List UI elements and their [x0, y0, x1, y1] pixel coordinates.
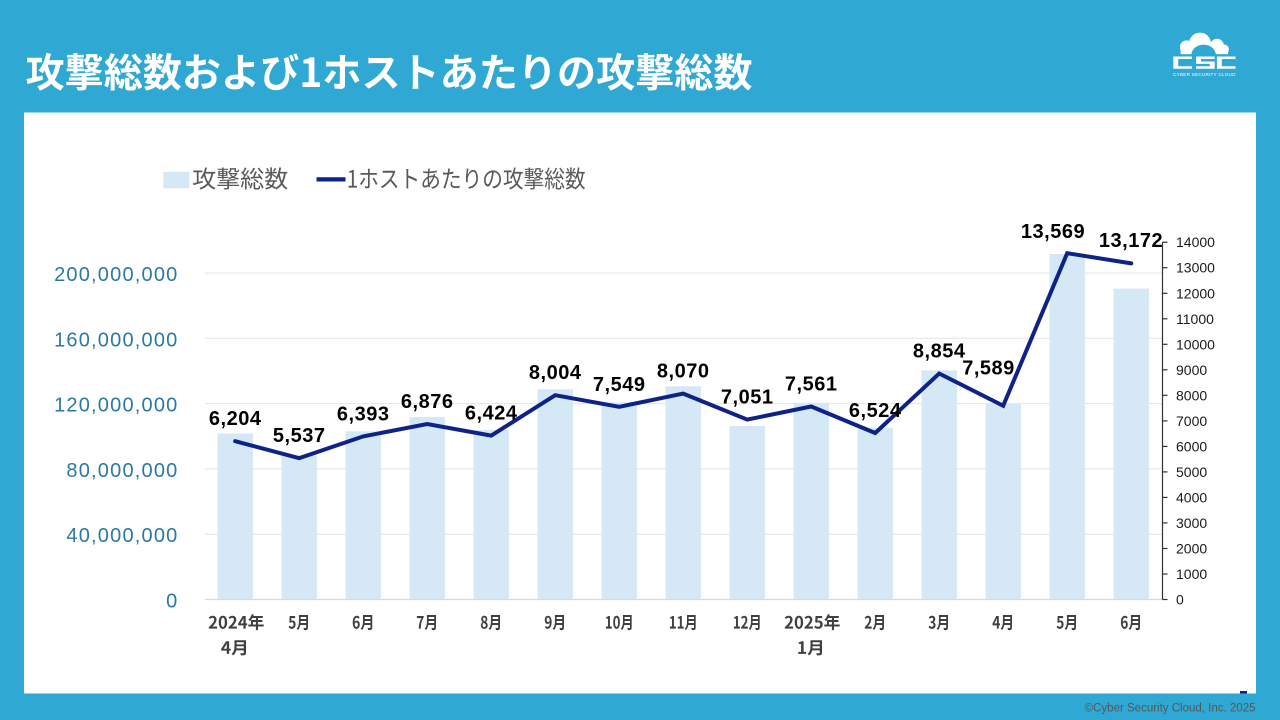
- svg-text:6,424: 6,424: [465, 403, 518, 425]
- svg-text:8,070: 8,070: [657, 361, 710, 383]
- svg-text:13000: 13000: [1176, 260, 1215, 276]
- svg-text:7,589: 7,589: [962, 358, 1015, 380]
- svg-text:5,537: 5,537: [273, 425, 326, 447]
- svg-text:9000: 9000: [1176, 362, 1207, 378]
- svg-text:8,004: 8,004: [529, 362, 582, 384]
- svg-text:80,000,000: 80,000,000: [66, 460, 178, 482]
- svg-text:5000: 5000: [1176, 464, 1207, 480]
- svg-text:7000: 7000: [1176, 413, 1207, 429]
- svg-text:12000: 12000: [1176, 285, 1215, 301]
- svg-text:3000: 3000: [1176, 515, 1207, 531]
- svg-text:7,051: 7,051: [721, 387, 774, 409]
- svg-text:6,204: 6,204: [209, 408, 262, 430]
- svg-text:13,172: 13,172: [1099, 230, 1163, 252]
- svg-text:1000: 1000: [1176, 566, 1207, 582]
- svg-text:6,393: 6,393: [337, 403, 390, 425]
- svg-text:8,854: 8,854: [913, 341, 966, 363]
- svg-text:11000: 11000: [1176, 311, 1214, 327]
- svg-text:0: 0: [1176, 592, 1184, 608]
- svg-text:7,561: 7,561: [785, 374, 838, 396]
- svg-text:8000: 8000: [1176, 387, 1207, 403]
- svg-text:2000: 2000: [1176, 541, 1207, 557]
- svg-text:©Cyber Security Cloud, Inc. 20: ©Cyber Security Cloud, Inc. 2025: [1085, 703, 1256, 715]
- svg-text:4000: 4000: [1176, 489, 1207, 505]
- svg-text:120,000,000: 120,000,000: [54, 395, 178, 417]
- svg-text:10000: 10000: [1176, 336, 1215, 352]
- svg-text:6,876: 6,876: [401, 391, 454, 413]
- svg-text:200,000,000: 200,000,000: [54, 264, 178, 286]
- svg-text:6,524: 6,524: [849, 400, 902, 422]
- svg-text:160,000,000: 160,000,000: [54, 329, 178, 351]
- svg-text:13,569: 13,569: [1021, 221, 1085, 243]
- svg-text:6000: 6000: [1176, 438, 1207, 454]
- svg-text:CYBER SECURITY CLOUD: CYBER SECURITY CLOUD: [1173, 72, 1236, 77]
- svg-text:14000: 14000: [1176, 234, 1215, 250]
- svg-text:40,000,000: 40,000,000: [66, 525, 178, 547]
- svg-text:0: 0: [166, 591, 178, 613]
- svg-text:7,549: 7,549: [593, 374, 646, 396]
